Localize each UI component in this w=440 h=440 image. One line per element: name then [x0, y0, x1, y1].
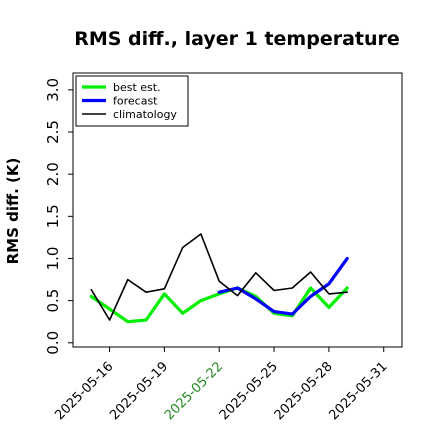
y-tick-label: 0.0 — [44, 331, 62, 355]
y-tick-label: 0.5 — [44, 289, 62, 313]
legend-label-best-est: best est. — [113, 81, 161, 94]
series-layer — [89, 233, 349, 324]
legend-label-climatology: climatology — [113, 108, 177, 121]
y-tick-label: 2.0 — [44, 162, 62, 186]
x-tick-label: 2025-05-25 — [217, 359, 281, 423]
x-axis: 2025-05-162025-05-192025-05-222025-05-25… — [52, 347, 391, 423]
y-tick-label: 3.0 — [44, 78, 62, 102]
legend-label-forecast: forecast — [113, 95, 158, 108]
y-axis: 0.0 0.5 1.0 1.5 2.0 2.5 3.0 — [44, 78, 73, 355]
y-tick-label: 1.0 — [44, 247, 62, 271]
y-axis-label: RMS diff. (K) — [4, 158, 22, 265]
y-tick-label: 2.5 — [44, 120, 62, 144]
series-line-forecast — [217, 256, 349, 316]
x-tick-label: 2025-05-19 — [107, 359, 171, 423]
x-tick-label: 2025-05-22 — [162, 359, 226, 423]
series-line-climatology — [90, 233, 349, 321]
series-line-best-est — [89, 286, 349, 324]
x-tick-label: 2025-05-28 — [272, 359, 336, 423]
x-tick-label: 2025-05-16 — [52, 359, 116, 423]
y-tick-label: 1.5 — [44, 204, 62, 228]
chart-title: RMS diff., layer 1 temperature — [74, 28, 400, 50]
x-tick-label: 2025-05-31 — [327, 359, 391, 423]
